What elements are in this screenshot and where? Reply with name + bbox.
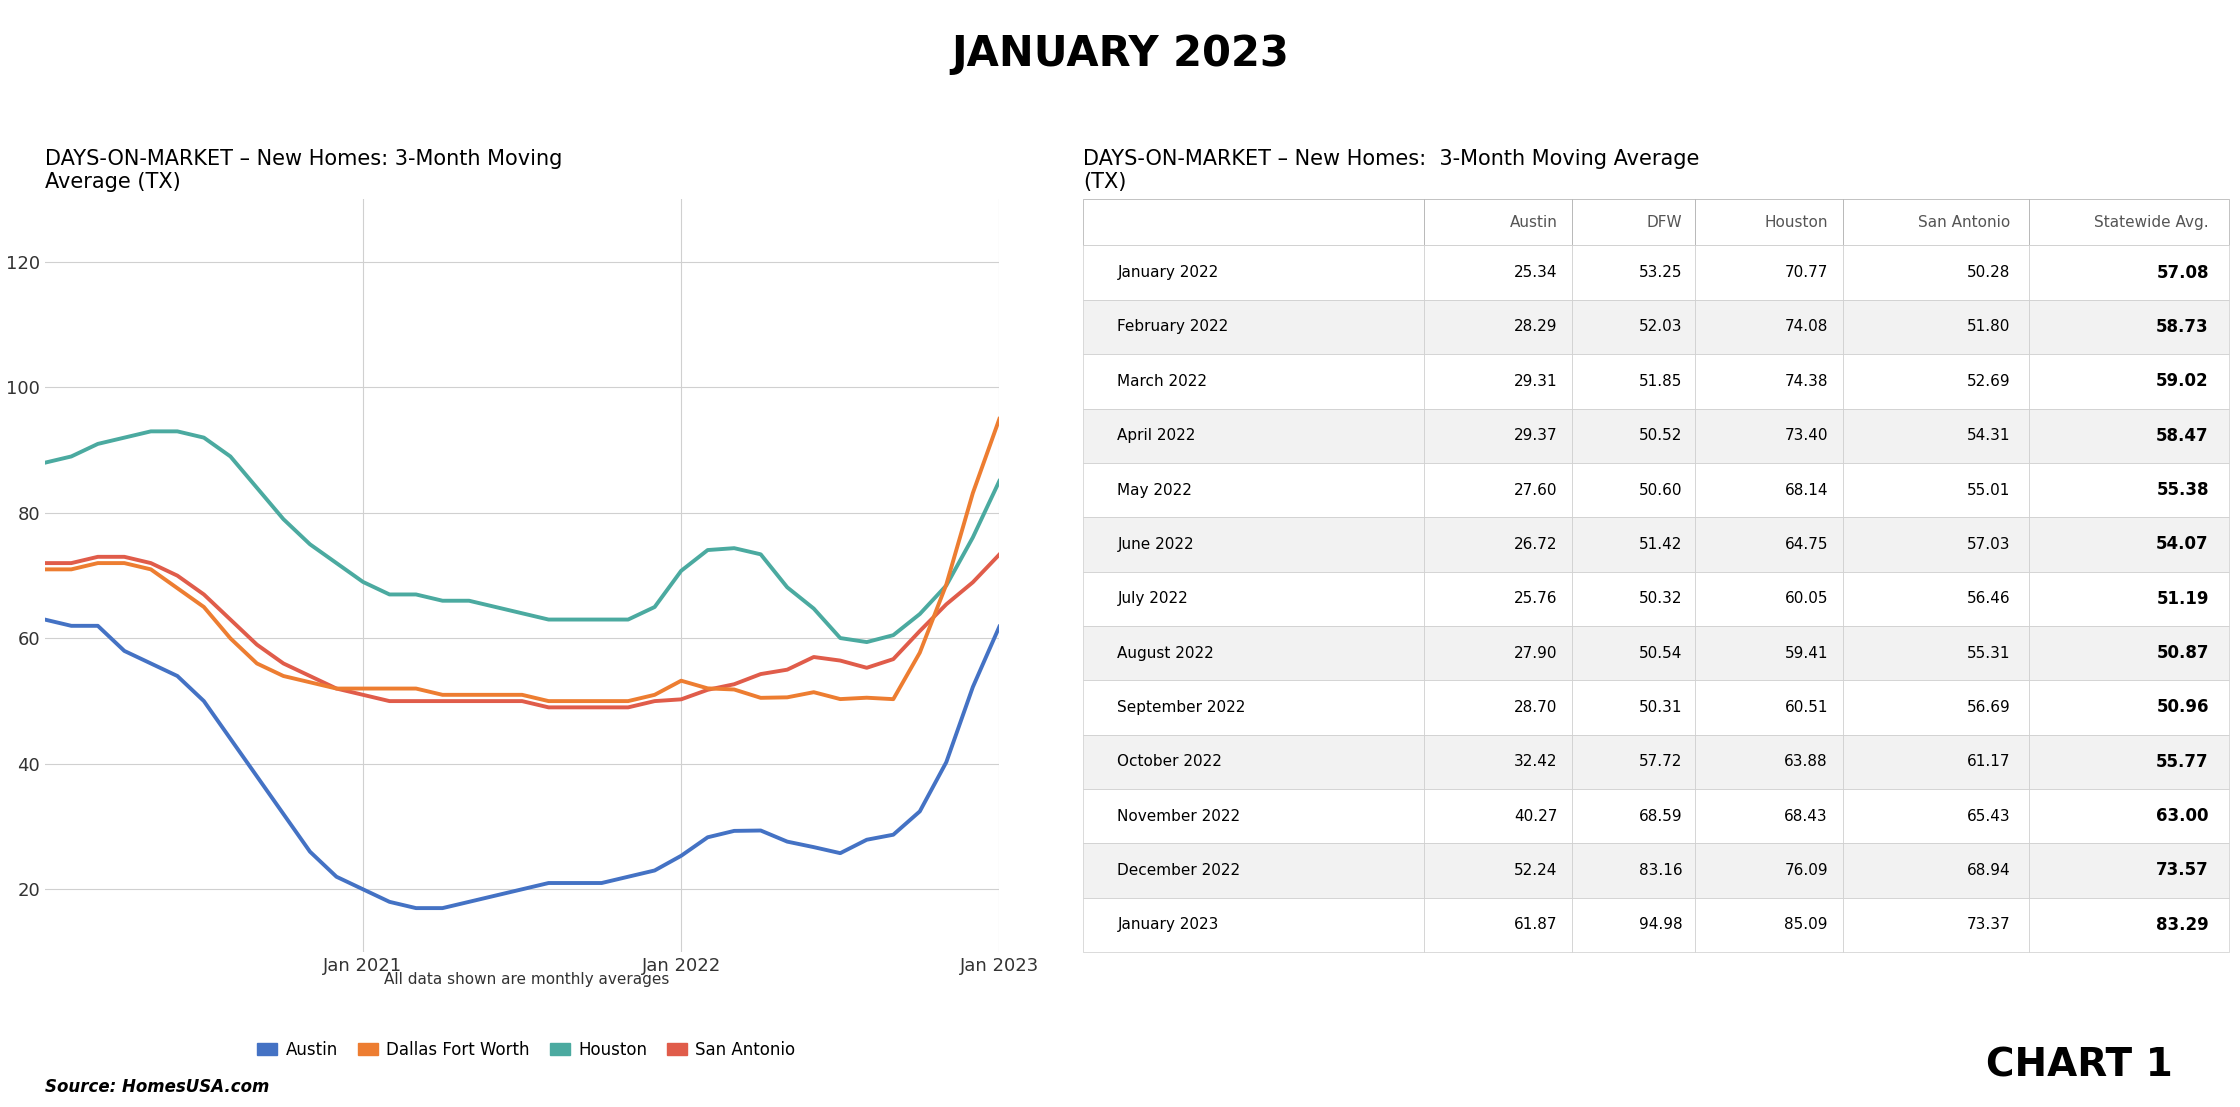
Legend: Austin, Dallas Fort Worth, Houston, San Antonio: Austin, Dallas Fort Worth, Houston, San … <box>251 1034 802 1065</box>
Text: JANUARY 2023: JANUARY 2023 <box>952 33 1288 75</box>
Text: DAYS-ON-MARKET – New Homes:  3-Month Moving Average
(TX): DAYS-ON-MARKET – New Homes: 3-Month Movi… <box>1084 149 1700 193</box>
Text: DAYS-ON-MARKET – New Homes: 3-Month Moving
Average (TX): DAYS-ON-MARKET – New Homes: 3-Month Movi… <box>45 149 562 193</box>
Text: Source: HomesUSA.com: Source: HomesUSA.com <box>45 1078 269 1096</box>
Text: CHART 1: CHART 1 <box>1987 1047 2173 1085</box>
Text: All data shown are monthly averages: All data shown are monthly averages <box>383 972 670 987</box>
